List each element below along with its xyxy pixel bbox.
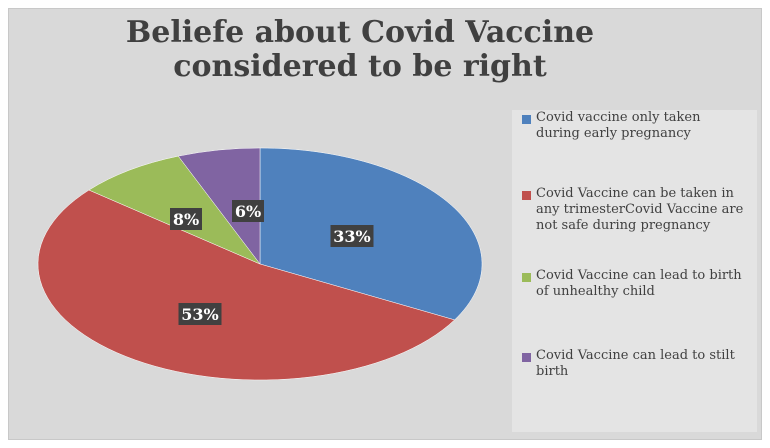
data-label-33: 33% <box>330 225 374 247</box>
legend-swatch <box>522 191 531 200</box>
legend: Covid vaccine only taken during early pr… <box>512 110 757 432</box>
svg-text:8%: 8% <box>173 210 199 229</box>
svg-text:53%: 53% <box>181 305 218 324</box>
chart-title: Beliefe about Covid Vaccine considered t… <box>125 15 595 84</box>
data-label-8: 8% <box>170 208 202 230</box>
data-label-53: 53% <box>178 303 222 325</box>
legend-swatch <box>522 273 531 282</box>
legend-swatch <box>522 353 531 362</box>
svg-text:33%: 33% <box>333 227 370 246</box>
slice-any-trimester <box>37 189 456 381</box>
legend-swatch <box>522 115 531 124</box>
legend-label: Covid Vaccine can lead to stilt birth <box>536 348 735 379</box>
legend-label: Covid Vaccine can be taken in any trimes… <box>536 186 744 233</box>
svg-text:6%: 6% <box>235 202 261 221</box>
slice-stilt-birth <box>177 147 261 265</box>
legend-label: Covid Vaccine can lead to birth of unhea… <box>536 268 742 299</box>
legend-label: Covid vaccine only taken during early pr… <box>536 110 701 141</box>
data-label-6: 6% <box>232 200 264 222</box>
